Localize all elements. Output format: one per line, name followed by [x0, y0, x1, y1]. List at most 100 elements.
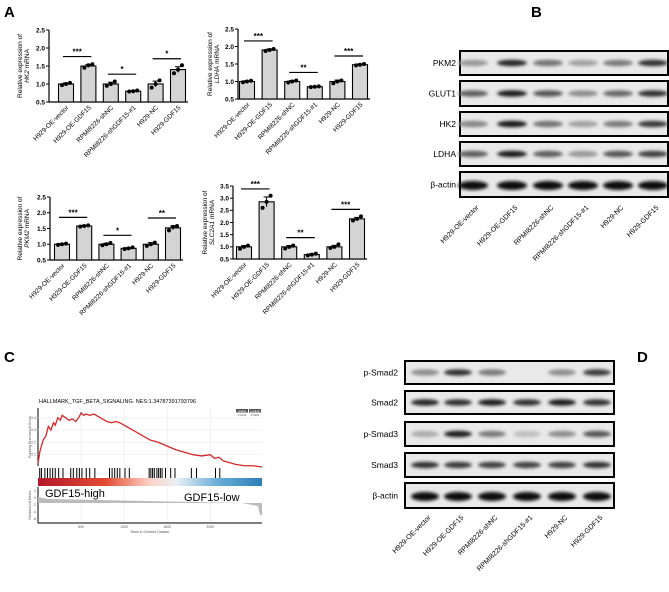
significance-label: ** — [297, 229, 304, 238]
y-axis-label-gene: PKM2 — [24, 230, 31, 248]
bar — [238, 80, 256, 100]
table-header: pvalue — [238, 409, 247, 413]
protein-band — [638, 120, 668, 128]
metric-y-tick-label: -2 — [33, 503, 36, 507]
es-panel — [38, 408, 262, 466]
data-point — [82, 223, 87, 228]
y-axis-label-prefix: Relative expression of — [202, 190, 209, 254]
x-tick-label: 2000 — [206, 525, 214, 529]
data-point — [358, 62, 362, 67]
data-point — [148, 242, 153, 247]
protein-band — [548, 369, 576, 376]
panel-label-d: D — [637, 349, 648, 366]
gsea-plot: HALLMARK_TGF_BETA_SIGNALING. NES:1.34787… — [28, 399, 263, 534]
protein-band — [478, 369, 506, 376]
protein-band — [458, 120, 488, 128]
lane-label: H929-NC — [544, 514, 570, 540]
protein-band — [568, 59, 598, 67]
protein-band — [548, 399, 576, 406]
blot-row-pkm2: PKM2 — [433, 50, 669, 76]
data-point — [167, 228, 171, 233]
protein-band — [568, 90, 598, 97]
protein-band — [603, 181, 633, 190]
western-blot-d: p-Smad2Smad2p-Smad3Smad3β-actinH929-OE-v… — [364, 360, 615, 573]
significance-label: *** — [68, 208, 78, 217]
data-point — [308, 85, 313, 90]
data-point — [305, 253, 310, 258]
data-point — [127, 89, 132, 94]
data-point — [172, 71, 176, 76]
protein-band — [478, 461, 506, 469]
bar-chart-hk2: 0.5 1.0 1.5 2.0 2.5 Relative expression ofHK2… — [17, 27, 188, 159]
y-axis-label: Relative expression ofLDHA mRNA — [207, 32, 221, 96]
y-tick-label: 0.5 — [220, 256, 229, 263]
data-point — [331, 81, 336, 86]
data-point — [108, 240, 113, 245]
data-point — [180, 63, 184, 68]
data-point — [263, 49, 268, 54]
y-axis-label: Relative expression ofHK2 mRNA — [17, 34, 31, 98]
data-point — [335, 79, 340, 84]
data-point — [313, 251, 318, 256]
y-axis-label-prefix: Relative expression of — [17, 196, 24, 260]
data-point — [122, 246, 127, 251]
protein-band — [497, 120, 527, 128]
protein-band — [533, 150, 563, 158]
y-tick-label: 2.0 — [37, 210, 46, 217]
data-point — [287, 244, 292, 249]
protein-band — [513, 430, 541, 438]
protein-band — [583, 369, 611, 376]
y-tick-label: 1.5 — [220, 232, 229, 239]
protein-label: β-actin — [430, 180, 456, 190]
y-axis-label-suffix: mRNA — [214, 44, 221, 64]
y-tick-label: 0.5 — [36, 99, 45, 106]
bar — [57, 83, 75, 103]
bar — [76, 225, 93, 261]
data-point — [271, 46, 276, 51]
protein-band — [478, 399, 506, 406]
blot-frame — [459, 50, 669, 76]
protein-band — [411, 461, 439, 469]
data-point — [60, 242, 64, 247]
group-low-label: GDF15-low — [184, 492, 240, 504]
protein-band — [583, 430, 611, 438]
data-point — [249, 78, 253, 83]
protein-band — [513, 461, 541, 469]
bar — [164, 227, 182, 261]
significance-label: ** — [159, 209, 166, 218]
protein-band — [638, 90, 668, 97]
protein-band — [638, 150, 668, 158]
blot-row-actin: β-actin — [430, 171, 669, 198]
enrichment-curve — [37, 411, 263, 468]
y-tick-label: 1.0 — [225, 79, 234, 86]
bar — [258, 201, 275, 260]
data-point — [245, 79, 249, 84]
metric-y-tick-label: 2 — [34, 489, 36, 493]
bar — [261, 49, 278, 100]
protein-band — [497, 181, 527, 190]
group-high-label: GDF15-high — [45, 488, 105, 500]
y-tick-label: 1.0 — [37, 242, 46, 249]
y-tick-label: 3.5 — [220, 183, 229, 190]
y-tick-label: 2.5 — [36, 27, 45, 34]
blot-frame — [404, 421, 615, 447]
protein-band — [444, 369, 472, 376]
protein-band — [444, 399, 472, 406]
data-point — [126, 246, 131, 251]
blot-row-actin: β-actin — [372, 482, 615, 509]
data-point — [268, 193, 273, 198]
protein-band — [533, 90, 563, 97]
blot-row-psmad3: p-Smad3 — [364, 421, 615, 447]
blot-frame — [459, 141, 669, 167]
y-tick-label: 2.0 — [36, 45, 45, 52]
protein-band — [458, 59, 488, 67]
data-point — [260, 205, 265, 210]
y-axis-label: Relative expression ofSLC2A1 mRNA — [202, 190, 216, 254]
metric-y-axis-label: Ranked List Metric — [28, 490, 32, 519]
data-point — [264, 199, 269, 204]
significance-label: * — [165, 50, 169, 59]
gsea-title: HALLMARK_TGF_BETA_SIGNALING. NES:1.34787… — [39, 399, 196, 405]
y-axis-label: Relative expression ofPKM2 mRNA — [17, 196, 31, 260]
y-axis-label-suffix: mRNA — [209, 199, 216, 219]
